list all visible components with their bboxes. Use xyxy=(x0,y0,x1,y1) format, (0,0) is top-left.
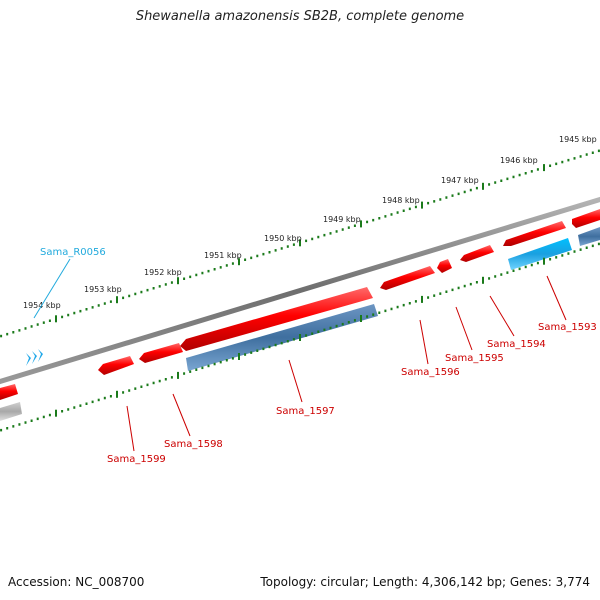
gene-labels: Sama_1593 Sama_1594 Sama_1595 Sama_1596 … xyxy=(40,247,597,465)
leader-r0056 xyxy=(33,258,71,319)
gene-label-1593[interactable]: Sama_1593 xyxy=(538,322,597,333)
feature-bar-left[interactable] xyxy=(0,402,22,421)
scale-label-1950: 1950 kbp xyxy=(264,234,302,243)
gene-arrow-1598[interactable] xyxy=(139,343,183,363)
leader-1593 xyxy=(546,275,567,321)
leader-1596 xyxy=(419,319,429,365)
gene-arrow-left[interactable] xyxy=(0,384,18,400)
scale-label-1948: 1948 kbp xyxy=(382,196,420,205)
feature-bar-1594[interactable] xyxy=(508,238,572,270)
leader-1597 xyxy=(288,359,303,403)
rna-feature-r0056[interactable] xyxy=(26,349,43,366)
scale-label-1946: 1946 kbp xyxy=(500,156,538,165)
gene-arrow-1595[interactable] xyxy=(460,245,494,262)
gene-arrow-1594[interactable] xyxy=(503,221,566,246)
gene-arrow-1593[interactable] xyxy=(572,209,600,228)
scale-labels: 1954 kbp 1953 kbp 1952 kbp 1951 kbp 1950… xyxy=(23,135,597,310)
label-leaders xyxy=(33,258,567,452)
gene-label-1594[interactable]: Sama_1594 xyxy=(487,339,546,350)
gene-label-1598[interactable]: Sama_1598 xyxy=(164,439,223,450)
gene-label-r0056[interactable]: Sama_R0056 xyxy=(40,247,106,258)
leader-1595 xyxy=(455,306,473,351)
genome-backbone xyxy=(0,196,600,385)
gene-label-1599[interactable]: Sama_1599 xyxy=(107,454,166,465)
genome-summary-text: Topology: circular; Length: 4,306,142 bp… xyxy=(260,575,590,589)
outer-scale-ticks xyxy=(0,149,600,338)
feature-bar-1597[interactable] xyxy=(186,304,378,371)
scale-label-1947: 1947 kbp xyxy=(441,176,479,185)
scale-label-1945: 1945 kbp xyxy=(559,135,597,144)
scale-label-1949: 1949 kbp xyxy=(323,215,361,224)
scale-label-1953: 1953 kbp xyxy=(84,285,122,294)
accession-text: Accession: NC_008700 xyxy=(8,575,145,589)
feature-bar-1593[interactable] xyxy=(578,227,600,246)
gene-arrow-1596[interactable] xyxy=(380,266,435,290)
gene-label-1595[interactable]: Sama_1595 xyxy=(445,353,504,364)
leader-1598 xyxy=(172,393,191,437)
feature-track xyxy=(0,227,600,421)
gene-arrow-1596a[interactable] xyxy=(437,259,452,273)
gene-track xyxy=(0,209,600,400)
gene-arrow-1599[interactable] xyxy=(98,356,134,375)
inner-scale-ticks xyxy=(0,242,600,432)
scale-label-1951: 1951 kbp xyxy=(204,251,242,260)
gene-arrow-1597[interactable] xyxy=(180,287,373,351)
leader-1594 xyxy=(489,295,515,337)
map-title: Shewanella amazonensis SB2B, complete ge… xyxy=(135,9,465,24)
leader-1599 xyxy=(126,405,135,452)
gene-label-1597[interactable]: Sama_1597 xyxy=(276,406,335,417)
gene-label-1596[interactable]: Sama_1596 xyxy=(401,367,460,378)
scale-label-1952: 1952 kbp xyxy=(144,268,182,277)
